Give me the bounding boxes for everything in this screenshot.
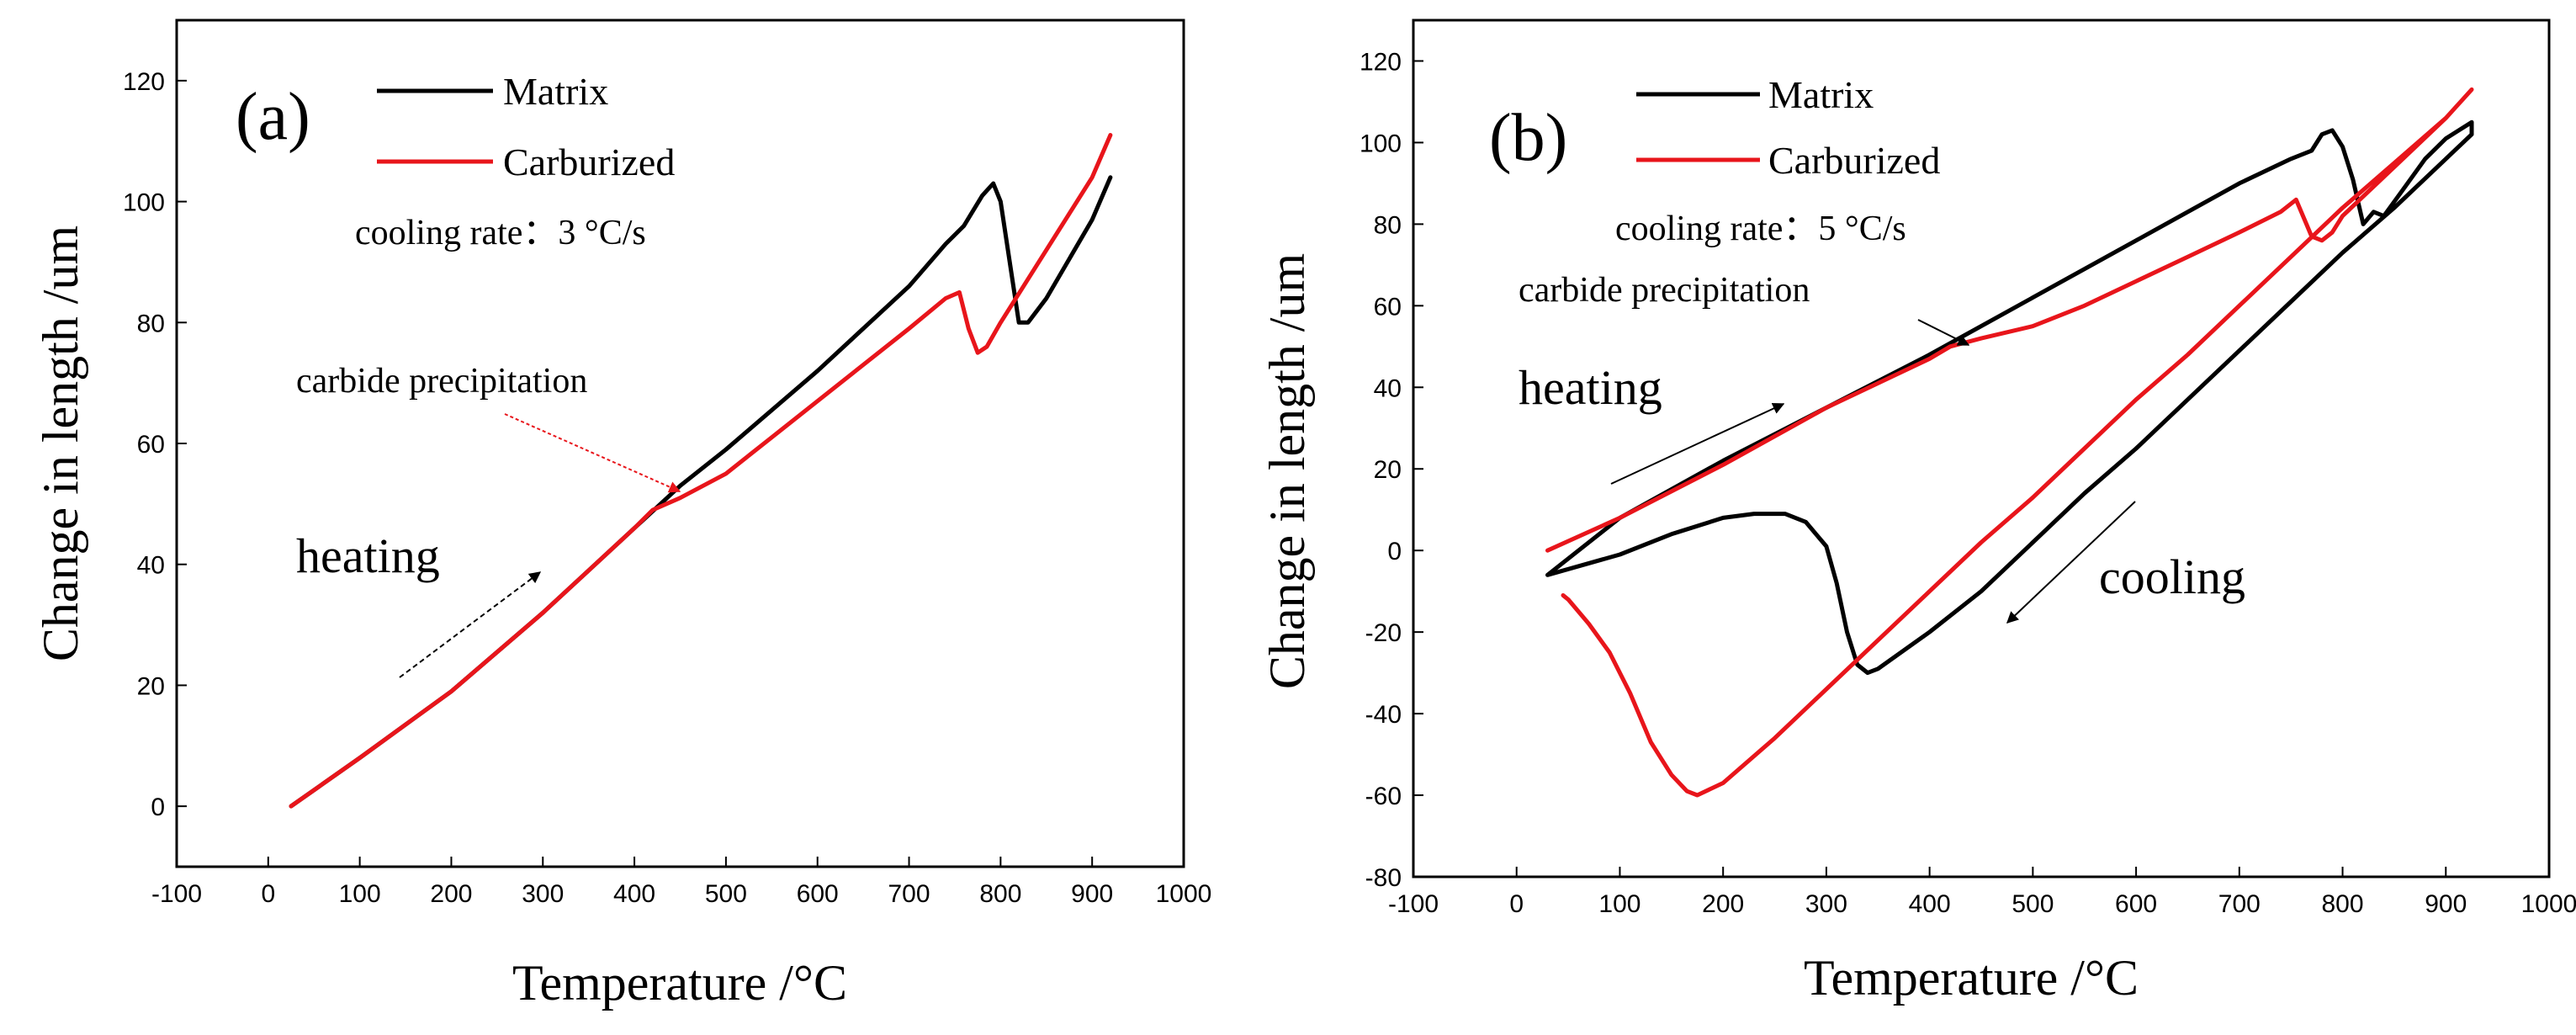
series-line-carburized xyxy=(289,133,1113,809)
x-tick-label: 100 xyxy=(1598,890,1640,918)
y-tick-label: 40 xyxy=(1374,374,1402,402)
x-tick-label: 800 xyxy=(2322,890,2364,918)
x-tick-label: 600 xyxy=(2115,890,2157,918)
x-tick-label: 0 xyxy=(1509,890,1524,918)
panel-b: -100 0 100 200 300 400 500 600 700 800 900 1000-80-… xyxy=(1259,19,2576,1006)
x-tick-label: 300 xyxy=(1805,890,1847,918)
y-tick-label: 120 xyxy=(123,68,165,96)
carbide-precipitation-note-b: carbide precipitation xyxy=(1519,271,1810,310)
plot-frame-a xyxy=(175,19,1185,868)
y-tick-label: 20 xyxy=(137,672,165,700)
y-tick-label: 80 xyxy=(137,310,165,337)
y-tick-label: -40 xyxy=(1365,701,1402,729)
y-tick-label: -60 xyxy=(1365,783,1402,810)
cooling-rate-note-a: cooling rate：3 °C/s xyxy=(355,214,646,252)
y-axis-title-a: Change in length /um xyxy=(33,226,88,661)
y-tick-label: 80 xyxy=(1374,211,1402,239)
y-tick-label: 0 xyxy=(151,794,165,821)
x-tick-label: -100 xyxy=(1388,890,1439,918)
plot-frame-b xyxy=(1412,19,2551,878)
x-axis-title-a: Temperature /°C xyxy=(512,955,847,1011)
legend-label-carburized-b: Carburized xyxy=(1768,139,1940,182)
y-tick-label: -20 xyxy=(1365,619,1402,647)
y-tick-label: -80 xyxy=(1365,864,1402,892)
x-tick-label: 0 xyxy=(261,880,275,908)
x-tick-label: -100 xyxy=(151,880,202,908)
x-tick-label: 300 xyxy=(522,880,564,908)
heating-note-b: heating xyxy=(1519,360,1662,415)
x-tick-label: 100 xyxy=(339,880,381,908)
cooling-arrow-b xyxy=(2006,501,2136,624)
carbide-arrow-a xyxy=(504,413,681,493)
axis-ticks-b: -100 0 100 200 300 400 500 600 700 800 900 1000-80-… xyxy=(1360,48,2576,918)
y-tick-label: 20 xyxy=(1374,456,1402,484)
x-tick-label: 800 xyxy=(979,880,1021,908)
x-tick-label: 900 xyxy=(2425,890,2467,918)
series-line-matrix xyxy=(1545,119,2474,676)
y-tick-label: 40 xyxy=(137,552,165,580)
series-group-b xyxy=(1545,87,2474,798)
panel-a: -100 0 100 200 300 400 500 600 700 800 900 1000 0 20 4… xyxy=(33,19,1211,1011)
y-tick-label: 60 xyxy=(137,431,165,459)
panel-label-a: (a) xyxy=(236,80,310,154)
heating-arrow-b xyxy=(1610,402,1785,485)
x-tick-label: 400 xyxy=(613,880,655,908)
legend-label-carburized-a: Carburized xyxy=(503,141,675,183)
x-tick-label: 600 xyxy=(797,880,839,908)
axis-ticks-a: -100 0 100 200 300 400 500 600 700 800 900 1000 0 20 4… xyxy=(123,68,1211,908)
x-tick-label: 700 xyxy=(888,880,930,908)
y-tick-label: 100 xyxy=(1360,130,1402,157)
x-tick-label: 500 xyxy=(705,880,747,908)
x-tick-label: 900 xyxy=(1071,880,1113,908)
x-tick-label: 700 xyxy=(2218,890,2261,918)
carbide-arrow-b xyxy=(1917,319,1970,346)
x-tick-label: 1000 xyxy=(1156,880,1212,908)
heating-arrow-a xyxy=(399,571,542,678)
legend-label-matrix-b: Matrix xyxy=(1768,73,1874,116)
panel-label-b: (b) xyxy=(1489,101,1567,175)
x-tick-label: 200 xyxy=(1702,890,1744,918)
y-tick-label: 0 xyxy=(1387,538,1402,565)
x-tick-label: 200 xyxy=(430,880,472,908)
heating-note-a: heating xyxy=(296,528,440,583)
legend-label-matrix-a: Matrix xyxy=(503,70,608,113)
x-tick-label: 1000 xyxy=(2521,890,2576,918)
series-line-carburized xyxy=(1545,87,2474,798)
cooling-rate-note-b: cooling rate：5 °C/s xyxy=(1615,210,1906,248)
y-axis-title-b: Change in length /um xyxy=(1259,253,1315,689)
series-group-a xyxy=(289,133,1113,809)
carbide-precipitation-note-a: carbide precipitation xyxy=(296,362,587,401)
x-tick-label: 500 xyxy=(2012,890,2054,918)
y-tick-label: 60 xyxy=(1374,293,1402,321)
cooling-note-b: cooling xyxy=(2099,549,2245,604)
x-tick-label: 400 xyxy=(1909,890,1951,918)
x-axis-title-b: Temperature /°C xyxy=(1804,950,2139,1006)
y-tick-label: 100 xyxy=(123,189,165,217)
y-tick-label: 120 xyxy=(1360,48,1402,76)
series-line-matrix xyxy=(289,175,1113,809)
